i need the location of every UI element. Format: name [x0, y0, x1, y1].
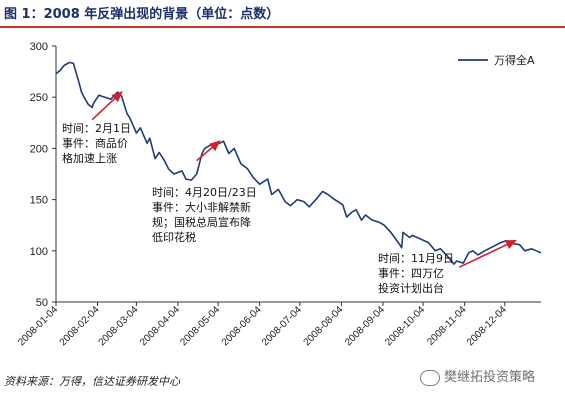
legend-label: 万得全A — [494, 53, 535, 67]
x-tick-label: 2008-02-04 — [58, 304, 102, 348]
annotation-line: 投资计划出台 — [378, 281, 444, 295]
trend-arrow — [91, 90, 123, 121]
annotation-line: 规；国税总局宣布降 — [152, 215, 251, 229]
wechat-icon — [420, 369, 440, 386]
annotation-line: 时间：4月20日/23日 — [152, 186, 257, 199]
x-tick-label: 2008-04-04 — [138, 304, 182, 348]
x-tick-label: 2008-05-04 — [178, 304, 222, 348]
x-tick-label: 2008-07-04 — [260, 304, 304, 348]
x-tick-label: 2008-06-04 — [220, 304, 264, 348]
watermark-text: 樊继拓投资策略 — [444, 370, 536, 385]
y-tick-label: 300 — [30, 41, 48, 53]
x-tick-label: 2008-03-04 — [97, 304, 141, 348]
annotation-line: 时间：11月9日 — [378, 252, 454, 265]
watermark: 樊继拓投资策略 — [420, 366, 535, 386]
annotation-line: 事件：大小非解禁新 — [152, 200, 251, 214]
source-note: 资料来源：万得，信达证券研发中心 — [4, 375, 180, 388]
annotation-line: 事件：商品价 — [62, 136, 128, 150]
series-line — [55, 61, 542, 265]
chart-title: 图 1：2008 年反弹出现的背景（单位：点数） — [4, 7, 280, 22]
x-tick-label: 2008-09-04 — [343, 304, 387, 348]
x-tick-label: 2008-11-04 — [425, 304, 469, 348]
annotation-line: 格加速上涨 — [62, 151, 117, 165]
annotation-line: 时间：2月1日 — [62, 122, 131, 135]
x-tick-label: 2008-01-04 — [16, 304, 60, 348]
chart-legend: 万得全A — [458, 53, 535, 67]
y-tick-label: 250 — [30, 92, 48, 104]
y-tick-label: 200 — [30, 143, 48, 155]
title-divider — [0, 26, 565, 28]
annotation-line: 事件：四万亿 — [378, 267, 444, 280]
x-tick-label: 2008-08-04 — [302, 304, 346, 348]
y-tick-label: 150 — [30, 195, 48, 207]
line-chart: 501001502002503002008-01-042008-02-04200… — [16, 41, 542, 348]
y-tick-label: 50 — [36, 297, 48, 309]
trend-arrow — [196, 140, 221, 162]
annotation-line: 低印花税 — [152, 230, 196, 244]
x-tick-label: 2008-12-04 — [465, 304, 509, 348]
y-tick-label: 100 — [30, 246, 48, 258]
trend-arrow — [458, 239, 517, 268]
x-tick-label: 2008-10-04 — [383, 304, 427, 348]
